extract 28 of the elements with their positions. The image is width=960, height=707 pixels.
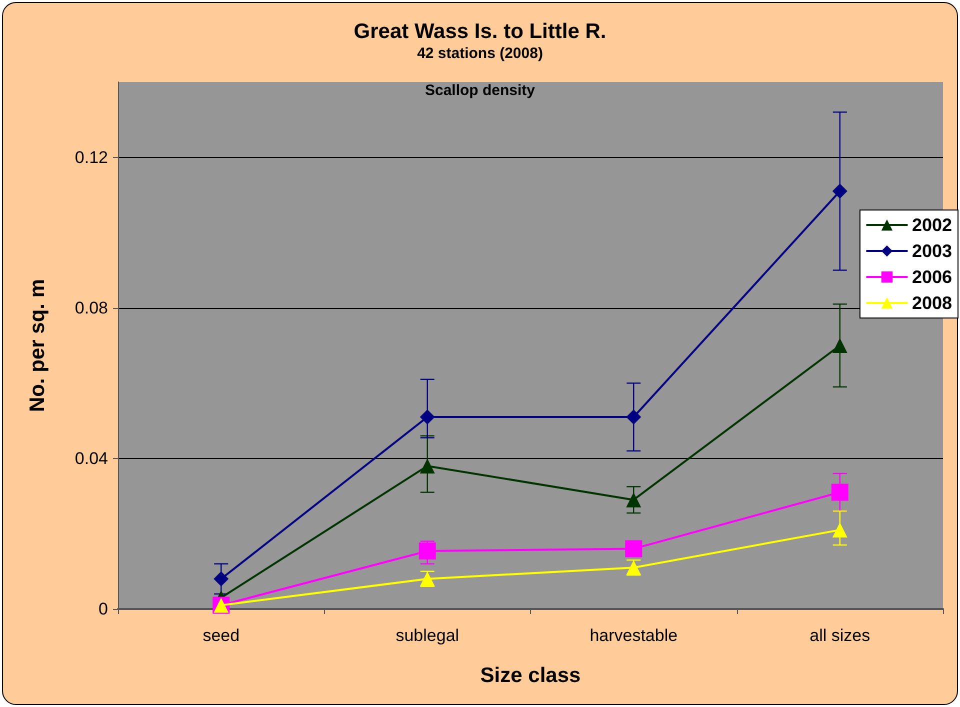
point [214,571,229,586]
legend-label: 2006 [912,267,952,287]
y-tick-label: 0 [98,600,108,618]
legend-label: 2008 [912,293,952,313]
point [420,410,435,425]
point [626,492,642,508]
y-tick-label: 0.08 [74,298,108,318]
point [832,338,848,353]
y-axis-title: No. per sq. m [26,278,49,412]
annotation: Scallop density [424,82,536,99]
point [626,410,642,425]
x-tick-label: seed [202,626,240,645]
legend-label: 2003 [912,241,952,261]
point [625,540,642,558]
x-tick-label: harvestable [590,626,678,645]
legend-label: 2002 [912,215,952,235]
chart-title: Great Wass Is. to Little R. [354,20,606,43]
x-tick-label: all sizes [810,626,870,645]
point [832,522,848,538]
chart-subtitle: 42 stations (2008) [417,45,543,62]
x-tick-label: sublegal [396,626,460,645]
point [832,184,848,199]
y-tick-label: 0.12 [74,148,108,167]
y-tick-label: 0.04 [74,448,108,468]
x-axis-title: Size class [480,664,581,687]
point [831,484,848,501]
point [420,458,435,474]
point [418,542,436,560]
